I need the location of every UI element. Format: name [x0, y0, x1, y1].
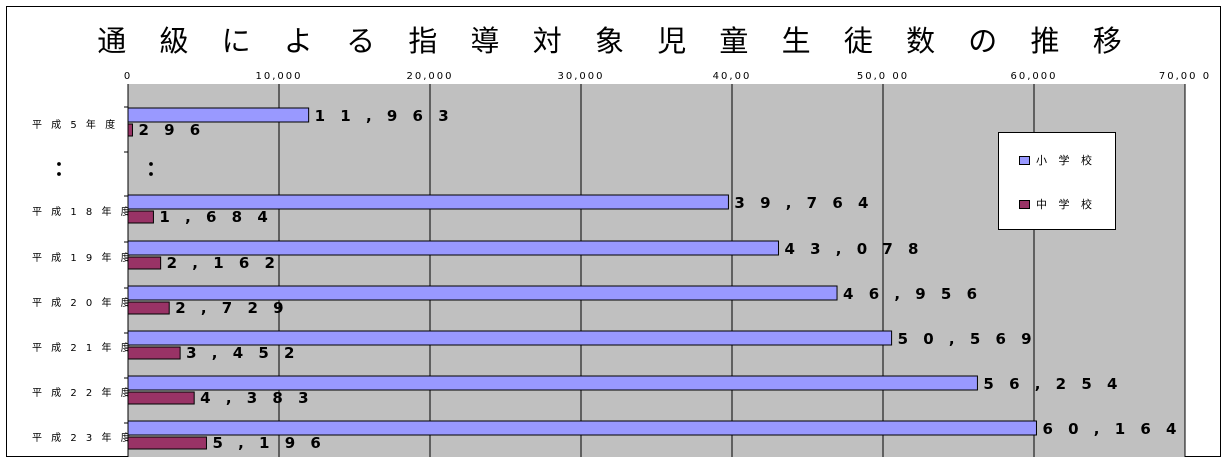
data-label-elementary: 4 3 , 0 7 8: [784, 240, 923, 258]
data-label-junior-high: 1 , 6 8 4: [159, 208, 272, 226]
category-label: 平 成 1 8 年 度: [32, 205, 134, 218]
x-tick-label: 60,000: [1011, 71, 1058, 82]
data-label-junior-high: 3 , 4 5 2: [186, 344, 299, 362]
category-label: 平 成 2 1 年 度: [32, 341, 134, 354]
data-label-junior-high: 2 , 1 6 2: [167, 254, 280, 272]
bar-elementary: [127, 107, 310, 123]
legend-label-elementary: 小 学 校: [1036, 154, 1096, 167]
category-label: 平 成 1 9 年 度: [32, 251, 134, 264]
category-label: 平 成 2 3 年 度: [32, 431, 134, 444]
bar-junior-high: [127, 436, 207, 450]
data-label-elementary: 1 1 , 9 6 3: [315, 107, 454, 125]
bar-elementary: [127, 194, 729, 210]
category-label: 平 成 2 0 年 度: [32, 296, 134, 309]
legend-item-junior-high: 中 学 校: [1019, 197, 1096, 211]
bar-junior-high: [127, 210, 154, 224]
legend: 小 学 校 中 学 校: [998, 132, 1116, 230]
x-tick-label: 20,000: [407, 71, 454, 82]
category-label: 平 成 5 年 度: [32, 118, 118, 131]
bar-elementary: [127, 375, 978, 391]
data-label-elementary: 3 9 , 7 6 4: [734, 194, 873, 212]
bar-junior-high: [127, 391, 195, 405]
legend-item-elementary: 小 学 校: [1019, 153, 1096, 167]
data-label-elementary: 4 6 , 9 5 6: [843, 285, 982, 303]
bar-junior-high: [127, 301, 170, 315]
x-tick-label: 30,000: [558, 71, 605, 82]
category-label: 平 成 2 2 年 度: [32, 386, 134, 399]
data-label-elementary: 6 0 , 1 6 4: [1042, 420, 1181, 438]
x-tick-label: 10,000: [256, 71, 303, 82]
bar-elementary: [127, 240, 779, 256]
ellipsis-marker: ：: [146, 156, 166, 180]
bar-elementary: [127, 420, 1037, 436]
x-tick-label: 40,00: [713, 71, 752, 82]
legend-swatch-elementary: [1019, 155, 1030, 165]
data-label-junior-high: 2 , 7 2 9: [175, 299, 288, 317]
ellipsis-marker: ：: [54, 156, 74, 180]
chart-title: 通 級 に よ る 指 導 対 象 児 童 生 徒 数 の 推 移: [97, 24, 1134, 58]
x-tick-label: 50,0 00: [857, 71, 909, 82]
legend-swatch-junior-high: [1019, 199, 1030, 209]
bar-junior-high: [127, 346, 181, 360]
data-label-elementary: 5 0 , 5 6 9: [898, 330, 1037, 348]
bar-junior-high: [127, 123, 133, 137]
data-label-junior-high: 5 , 1 9 6: [212, 434, 325, 452]
bar-elementary: [127, 330, 893, 346]
bar-junior-high: [127, 256, 162, 270]
x-tick-label: 70,00 0: [1159, 71, 1211, 82]
data-label-junior-high: 2 9 6: [138, 121, 205, 139]
legend-label-junior-high: 中 学 校: [1036, 198, 1096, 211]
data-label-elementary: 5 6 , 2 5 4: [983, 375, 1122, 393]
bar-elementary: [127, 285, 838, 301]
x-tick-label: 0: [124, 71, 132, 82]
data-label-junior-high: 4 , 3 8 3: [200, 389, 313, 407]
